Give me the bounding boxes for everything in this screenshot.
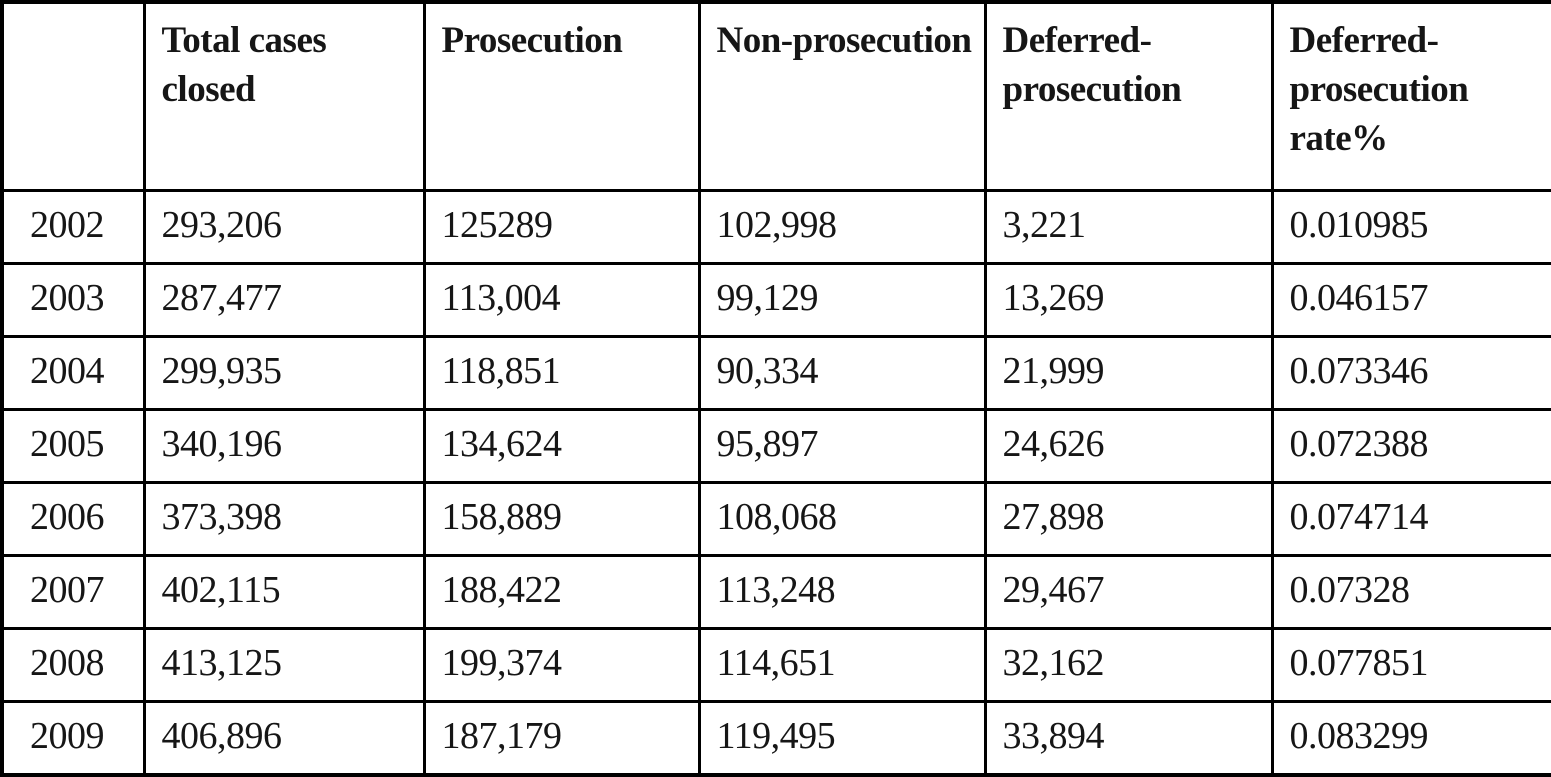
table-row: 2004 299,935 118,851 90,334 21,999 0.073… (0, 335, 1551, 411)
table-row: 2009 406,896 187,179 119,495 33,894 0.08… (0, 700, 1551, 777)
cell-non-prosecution: 119,495 (697, 700, 987, 777)
cell-year: 2004 (0, 335, 146, 411)
table-row: 2003 287,477 113,004 99,129 13,269 0.046… (0, 262, 1551, 338)
cell-prosecution: 187,179 (422, 700, 701, 777)
cell-year: 2007 (0, 554, 146, 630)
cell-deferred-prosecution: 33,894 (983, 700, 1274, 777)
cell-deferred-prosecution-rate: 0.077851 (1270, 627, 1551, 703)
cell-deferred-prosecution-rate: 0.010985 (1270, 189, 1551, 265)
cell-total-cases-closed: 287,477 (142, 262, 426, 338)
header-prosecution: Prosecution (422, 0, 701, 192)
cell-non-prosecution: 113,248 (697, 554, 987, 630)
table-row: 2008 413,125 199,374 114,651 32,162 0.07… (0, 627, 1551, 703)
cell-total-cases-closed: 406,896 (142, 700, 426, 777)
cell-total-cases-closed: 340,196 (142, 408, 426, 484)
cell-deferred-prosecution: 29,467 (983, 554, 1274, 630)
header-total-cases-closed: Total cases closed (142, 0, 426, 192)
cell-total-cases-closed: 402,115 (142, 554, 426, 630)
cell-deferred-prosecution: 27,898 (983, 481, 1274, 557)
header-row: Total cases closed Prosecution Non-prose… (0, 0, 1551, 192)
cell-prosecution: 188,422 (422, 554, 701, 630)
cell-year: 2009 (0, 700, 146, 777)
cell-year: 2006 (0, 481, 146, 557)
cell-total-cases-closed: 299,935 (142, 335, 426, 411)
cell-deferred-prosecution: 32,162 (983, 627, 1274, 703)
cell-prosecution: 113,004 (422, 262, 701, 338)
cell-deferred-prosecution-rate: 0.07328 (1270, 554, 1551, 630)
cell-prosecution: 125289 (422, 189, 701, 265)
cell-prosecution: 158,889 (422, 481, 701, 557)
cell-non-prosecution: 99,129 (697, 262, 987, 338)
header-deferred-prosecution-rate: Deferred-prosecution rate% (1270, 0, 1551, 192)
header-deferred-prosecution: Deferred-prosecution (983, 0, 1274, 192)
cell-non-prosecution: 114,651 (697, 627, 987, 703)
cell-total-cases-closed: 293,206 (142, 189, 426, 265)
cell-deferred-prosecution-rate: 0.073346 (1270, 335, 1551, 411)
cell-total-cases-closed: 373,398 (142, 481, 426, 557)
cell-year: 2003 (0, 262, 146, 338)
cell-deferred-prosecution: 13,269 (983, 262, 1274, 338)
table-body: 2002 293,206 125289 102,998 3,221 0.0109… (0, 189, 1551, 777)
cell-deferred-prosecution: 24,626 (983, 408, 1274, 484)
cell-year: 2002 (0, 189, 146, 265)
cell-non-prosecution: 90,334 (697, 335, 987, 411)
cell-non-prosecution: 102,998 (697, 189, 987, 265)
table-row: 2005 340,196 134,624 95,897 24,626 0.072… (0, 408, 1551, 484)
cell-deferred-prosecution: 3,221 (983, 189, 1274, 265)
table-row: 2002 293,206 125289 102,998 3,221 0.0109… (0, 189, 1551, 265)
header-empty (0, 0, 146, 192)
cell-total-cases-closed: 413,125 (142, 627, 426, 703)
table-row: 2006 373,398 158,889 108,068 27,898 0.07… (0, 481, 1551, 557)
cell-prosecution: 118,851 (422, 335, 701, 411)
cell-deferred-prosecution-rate: 0.072388 (1270, 408, 1551, 484)
cell-prosecution: 199,374 (422, 627, 701, 703)
cell-non-prosecution: 95,897 (697, 408, 987, 484)
table-row: 2007 402,115 188,422 113,248 29,467 0.07… (0, 554, 1551, 630)
cell-non-prosecution: 108,068 (697, 481, 987, 557)
cell-year: 2008 (0, 627, 146, 703)
cell-deferred-prosecution-rate: 0.083299 (1270, 700, 1551, 777)
cell-year: 2005 (0, 408, 146, 484)
cell-deferred-prosecution: 21,999 (983, 335, 1274, 411)
cell-prosecution: 134,624 (422, 408, 701, 484)
cell-deferred-prosecution-rate: 0.046157 (1270, 262, 1551, 338)
cell-deferred-prosecution-rate: 0.074714 (1270, 481, 1551, 557)
table-header: Total cases closed Prosecution Non-prose… (0, 0, 1551, 192)
header-non-prosecution: Non-prosecution (697, 0, 987, 192)
